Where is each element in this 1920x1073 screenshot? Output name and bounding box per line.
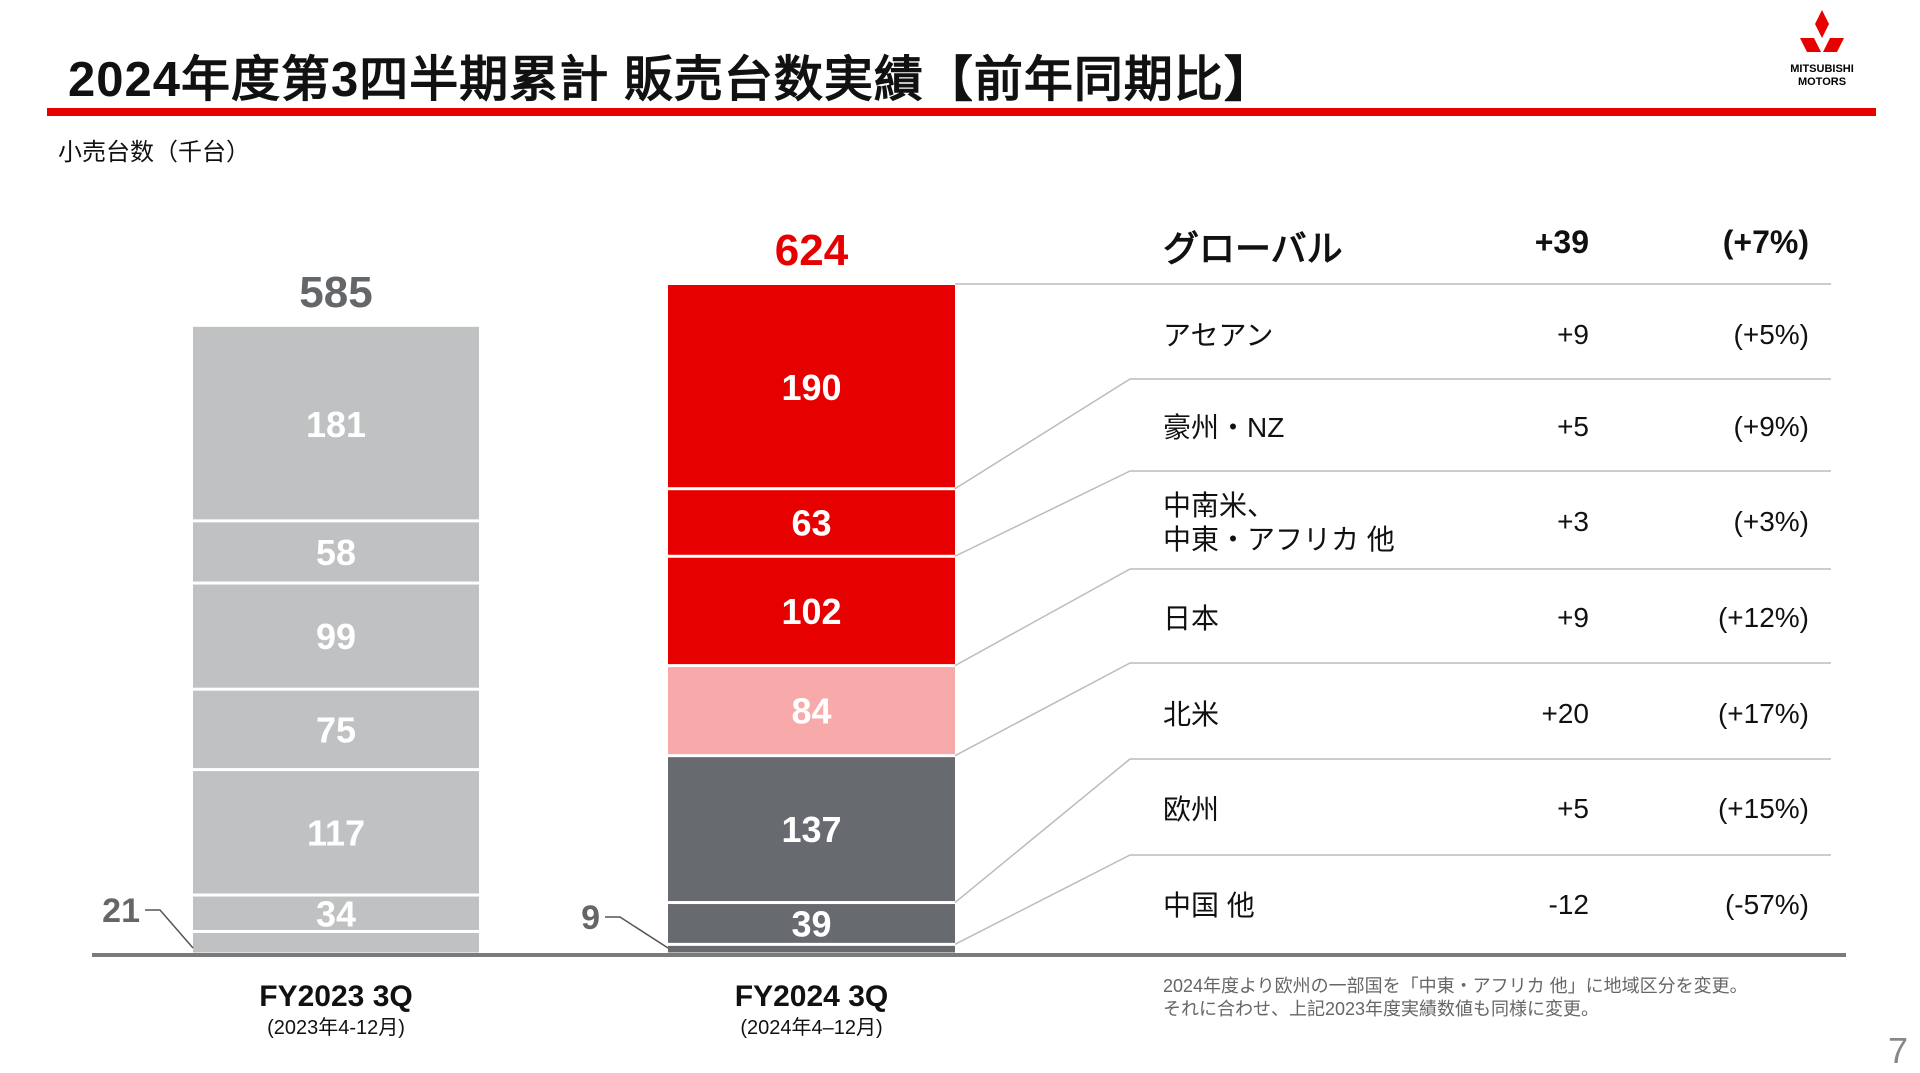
row-label: アセアン [1163, 320, 1274, 351]
bar-segment [668, 285, 955, 488]
segment-label: 99 [316, 616, 356, 657]
table-row-diff: +9 [1557, 319, 1589, 350]
table-row-diff: -12 [1548, 889, 1589, 920]
bar-segment [193, 584, 479, 688]
footnote: 2024年度より欧州の一部国を「中東・アフリカ 他」に地域区分を変更。 それに合… [1163, 975, 1748, 1021]
table-row-label: 中南米、 中東・アフリカ 他 [1163, 489, 1395, 557]
mitsubishi-logo: MITSUBISHI MOTORS [1790, 10, 1854, 88]
bar-segment [668, 757, 955, 902]
table-row-pct: (+15%) [1717, 793, 1809, 824]
bar-segment [193, 932, 479, 953]
segment-label: 102 [781, 591, 841, 632]
svg-text:MOTORS: MOTORS [1798, 76, 1846, 88]
bar-segment [668, 490, 955, 555]
bar-segment [668, 557, 955, 665]
table-row-label: 中国 他 [1163, 889, 1255, 923]
table-row-diff: +5 [1557, 411, 1589, 442]
segment-label: 39 [791, 903, 831, 944]
segment-label: 190 [781, 367, 841, 408]
table-row-pct: (+17%) [1717, 698, 1809, 729]
row-label: 豪州・NZ [1163, 412, 1285, 443]
table-header-diff: +39 [1534, 224, 1589, 260]
connector-line [954, 378, 1131, 490]
table-row-diff: +3 [1557, 506, 1589, 537]
row-label-line2: 中東・アフリカ 他 [1163, 524, 1395, 555]
category-sublabel: (2024年4–12月) [740, 1016, 882, 1039]
row-label: 北米 [1163, 699, 1220, 730]
row-label: 日本 [1163, 603, 1220, 634]
table-header-pct: (+7%) [1722, 224, 1809, 260]
table-row-pct: (-57%) [1724, 889, 1809, 920]
bar-segment [193, 326, 479, 520]
row-label: 中南米、 [1163, 490, 1276, 521]
row-label: 欧州 [1163, 794, 1220, 825]
total-label: 585 [299, 268, 372, 317]
row-label: 中国 他 [1163, 890, 1255, 921]
bar-segment [193, 896, 479, 930]
table-row-label: 北米 [1163, 698, 1219, 732]
table-header-label: グローバル [1163, 228, 1343, 269]
small-segment-label: 9 [581, 899, 600, 937]
table-row-diff: +20 [1541, 698, 1590, 729]
table-row-pct: (+12%) [1717, 602, 1809, 633]
segment-label: 63 [791, 502, 831, 543]
bar-segment [668, 904, 955, 943]
footnote-line: 2024年度より欧州の一部国を「中東・アフリカ 他」に地域区分を変更。 [1163, 976, 1748, 996]
bar-segment [668, 945, 955, 953]
leader-line [605, 916, 669, 949]
table-row-label: 欧州 [1163, 793, 1219, 827]
page-number: 7 [1888, 1030, 1909, 1071]
table-row-diff: +9 [1557, 602, 1589, 633]
bar-segment [193, 771, 479, 894]
segment-label: 58 [316, 532, 356, 573]
svg-text:MITSUBISHI: MITSUBISHI [1790, 63, 1854, 75]
segment-label: 117 [307, 812, 365, 853]
bar-segment [668, 667, 955, 755]
connector-line [954, 758, 1131, 904]
total-label: 624 [775, 226, 849, 275]
table-row-label: 日本 [1163, 602, 1219, 636]
footnote-line: それに合わせ、上記2023年度実績数値も同様に変更。 [1163, 999, 1600, 1019]
page-title: 2024年度第3四半期累計 販売台数実績【前年同期比】 [68, 53, 1274, 107]
table-row-pct: (+3%) [1733, 506, 1809, 537]
table-row-label: アセアン [1163, 319, 1273, 353]
connector-line [954, 470, 1131, 557]
segment-label: 181 [306, 404, 366, 445]
connector-line [954, 854, 1131, 946]
segment-label: 34 [316, 893, 356, 934]
unit-label: 小売台数（千台） [58, 139, 250, 166]
bar-segment [193, 690, 479, 769]
table-row-pct: (+9%) [1733, 411, 1809, 442]
category-label: FY2023 3Q [259, 980, 412, 1013]
title-underline [47, 108, 1876, 116]
small-segment-label: 21 [102, 892, 140, 930]
category-label: FY2024 3Q [735, 980, 888, 1013]
segment-label: 137 [781, 809, 841, 850]
table-row-diff: +5 [1557, 793, 1589, 824]
leader-line [145, 909, 194, 949]
table-row-label: 豪州・NZ [1163, 411, 1284, 445]
connector-line [954, 568, 1131, 667]
category-sublabel: (2023年4-12月) [267, 1016, 405, 1039]
segment-label: 84 [791, 691, 831, 732]
bar-segment [193, 522, 479, 582]
connector-line [954, 662, 1131, 757]
segment-label: 75 [316, 709, 356, 750]
table-row-pct: (+5%) [1733, 319, 1809, 350]
